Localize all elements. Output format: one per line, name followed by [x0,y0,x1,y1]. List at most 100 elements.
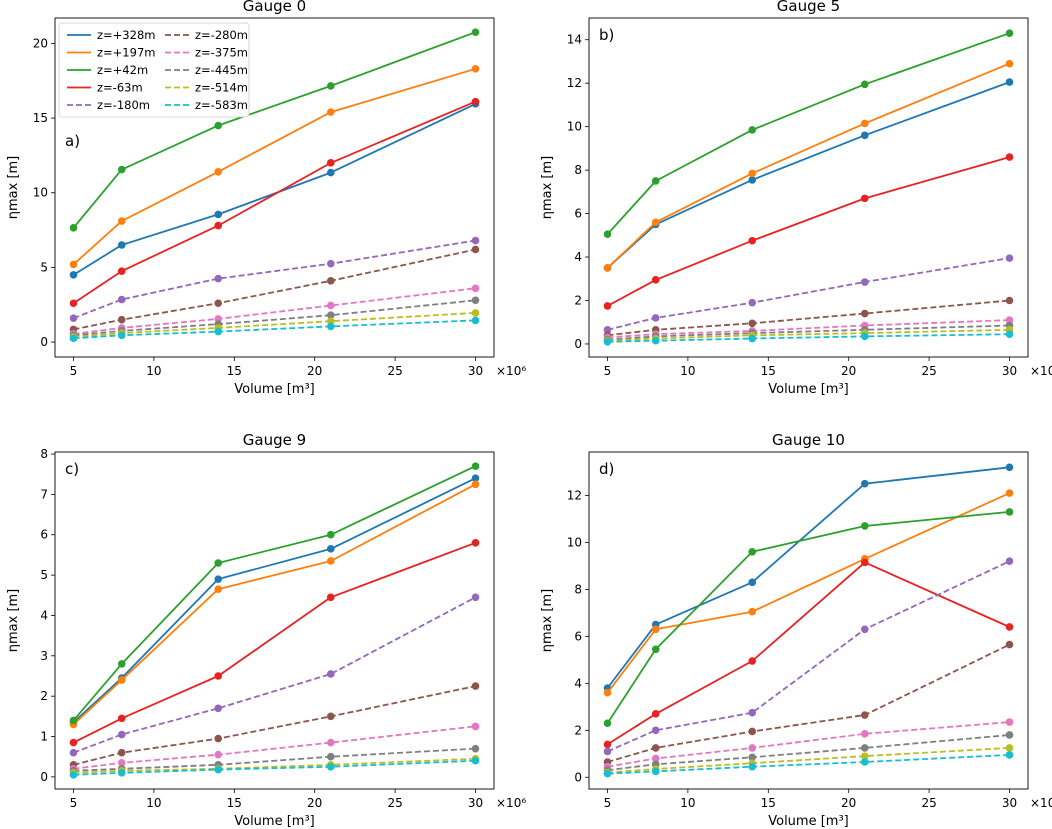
y-tick-label: 7 [40,487,48,501]
data-point [748,169,757,178]
series-z-42m [603,29,1014,239]
data-point [326,317,335,325]
data-point [1005,744,1014,752]
data-point [326,301,335,310]
data-point [326,168,335,177]
x-tick-label: 10 [680,796,695,810]
y-tick-label: 8 [574,582,582,596]
data-point [117,217,126,225]
series-z-514m [69,309,480,341]
data-point [1005,316,1014,324]
series-z-328m [603,463,1014,692]
y-tick-label: 0 [574,337,582,351]
y-tick-label: 3 [40,649,48,663]
x-tick-label: 5 [604,796,612,810]
data-point [214,221,223,230]
data-point [860,194,869,203]
data-point [1005,153,1014,161]
legend-entry: z=-280m [195,28,248,42]
data-point [471,682,480,690]
legend-entry: z=+42m [97,63,148,77]
data-point [471,480,480,489]
y-tick-label: 5 [40,260,48,274]
data-point [326,159,335,167]
data-point [1005,78,1014,86]
data-point [860,522,869,530]
chart-title: Gauge 10 [772,431,845,449]
data-point [748,334,757,343]
x-tick-label: 30 [468,364,483,378]
x-tick-label: 15 [761,364,776,378]
y-tick-label: 6 [574,629,582,643]
series-z-583m [69,756,480,779]
data-point [860,730,869,738]
y-tick-label: 0 [40,770,48,784]
y-tick-label: 0 [40,335,48,349]
data-point [69,314,78,322]
data-point [471,756,480,765]
series-line [607,754,1010,775]
y-tick-label: 14 [567,33,582,47]
series-z-197m [69,480,480,729]
data-point [651,336,660,345]
series-z-197m [69,64,480,269]
x-tick-label: 5 [604,364,612,378]
data-point [326,108,335,116]
data-point [471,539,480,547]
x-tick-label: 30 [1002,364,1017,378]
data-point [748,708,757,717]
data-point [860,80,869,89]
series-z-280m [69,245,480,334]
data-point [214,734,223,743]
data-point [326,670,335,678]
data-point [1005,29,1014,38]
y-axis-label: ηmax [m] [540,589,555,653]
series-z-375m [603,718,1014,771]
x-tick-label: 15 [227,364,242,378]
series-line [607,560,1010,753]
data-point [117,295,126,304]
y-tick-label: 8 [40,447,48,461]
data-point [651,218,660,227]
x-tick-label: 5 [70,364,78,378]
data-point [748,578,757,587]
data-point [1005,731,1014,739]
y-tick-label: 20 [33,36,48,50]
x-tick-label: 15 [227,796,242,810]
y-axis-label: ηmax [m] [540,156,555,220]
series-z-42m [603,508,1014,728]
data-point [1005,718,1014,726]
y-tick-label: 4 [574,250,582,264]
data-point [326,530,335,539]
series-line [73,299,476,337]
series-line [73,596,476,754]
series-line [606,32,1010,235]
series-line [73,541,476,744]
data-point [603,688,612,697]
data-point [860,625,869,634]
data-point [471,722,480,731]
y-axis-label: ηmax [m] [6,589,21,653]
data-point [69,716,78,725]
y-tick-label: 6 [40,528,48,542]
x-axis-label: Volume [m³] [768,382,849,397]
data-point [69,299,78,308]
data-point [471,316,480,325]
data-point [603,769,612,778]
series-line [72,483,476,726]
series-line [73,248,476,331]
x-tick-label: 25 [387,796,402,810]
x-tick-label: 10 [680,364,695,378]
data-point [214,168,223,176]
data-point [214,210,223,219]
x-tick-label: 20 [841,796,856,810]
data-point [860,332,869,341]
data-point [860,758,869,766]
series-z-63m [69,539,480,747]
data-point [748,607,757,616]
data-point [117,165,126,174]
x-tick-label: 10 [146,796,161,810]
data-point [326,752,335,761]
data-point [117,769,126,777]
